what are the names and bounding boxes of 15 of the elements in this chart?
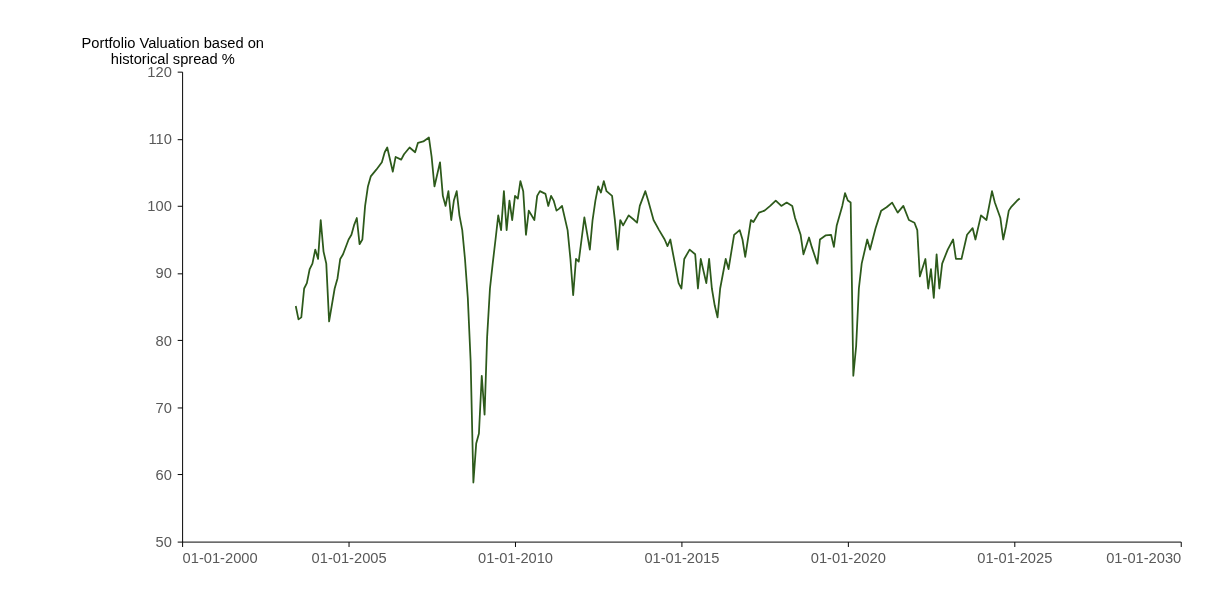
x-tick-label: 01-01-2030 bbox=[1106, 549, 1182, 566]
y-tick-label: 100 bbox=[147, 198, 172, 215]
y-tick-label: 70 bbox=[155, 399, 172, 416]
x-tick-label: 01-01-2010 bbox=[477, 549, 554, 566]
y-tick-label: 60 bbox=[155, 466, 172, 483]
y-tick-label: 50 bbox=[155, 533, 172, 550]
x-tick-label: 01-01-2025 bbox=[977, 549, 1053, 566]
x-tick-label: 01-01-2000 bbox=[182, 549, 258, 566]
x-tick-label: 01-01-2015 bbox=[644, 549, 720, 566]
x-tick-label: 01-01-2020 bbox=[810, 549, 886, 566]
y-tick-label: 110 bbox=[148, 131, 172, 148]
x-tick-label: 01-01-2005 bbox=[311, 549, 387, 566]
line-series bbox=[294, 136, 1021, 484]
y-tick-label: 90 bbox=[155, 265, 172, 282]
y-tick-label: 80 bbox=[155, 332, 172, 349]
